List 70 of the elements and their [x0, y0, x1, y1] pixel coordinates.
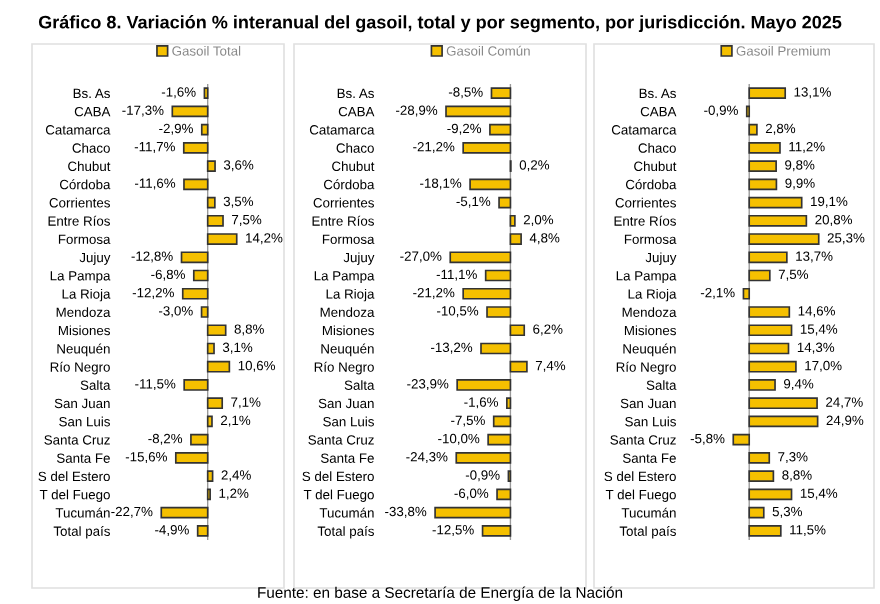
bar — [206, 160, 216, 172]
bar — [509, 360, 528, 373]
bar — [486, 306, 512, 318]
bar — [748, 506, 765, 519]
bar — [206, 397, 224, 410]
bar — [748, 178, 778, 191]
bar — [192, 269, 209, 282]
bar — [190, 433, 209, 446]
bar — [748, 360, 797, 373]
bar — [462, 141, 512, 154]
bar — [434, 506, 512, 519]
bar — [206, 360, 231, 373]
bar — [748, 251, 788, 264]
bar — [509, 324, 526, 337]
bar — [496, 488, 512, 501]
bar — [200, 123, 209, 136]
bar — [748, 324, 793, 337]
bar — [748, 233, 820, 245]
bar — [469, 178, 512, 191]
bar — [489, 123, 512, 136]
bar — [480, 342, 512, 355]
bar — [445, 105, 512, 118]
bar — [509, 233, 522, 245]
bar — [206, 233, 238, 245]
bar — [196, 525, 209, 537]
bar — [748, 196, 803, 209]
bar — [748, 452, 771, 464]
bar — [171, 105, 209, 118]
bar — [748, 397, 818, 410]
bar — [160, 506, 209, 519]
bar — [183, 178, 209, 191]
bar — [748, 160, 777, 172]
bar — [498, 196, 512, 209]
bar — [748, 415, 819, 428]
bar — [748, 525, 782, 537]
bar — [748, 342, 790, 355]
bar — [455, 452, 512, 464]
bar — [206, 415, 213, 428]
bar — [748, 379, 776, 391]
bar — [181, 287, 209, 300]
bar — [183, 379, 209, 391]
bar — [748, 123, 758, 136]
bar — [748, 306, 791, 318]
bar — [742, 287, 751, 300]
bar — [200, 306, 209, 318]
bar — [484, 269, 512, 282]
bar — [748, 269, 771, 282]
bar — [174, 452, 209, 464]
bar — [748, 141, 781, 154]
bar — [748, 87, 787, 99]
bar — [732, 433, 751, 446]
bar — [180, 251, 209, 264]
bar — [462, 287, 512, 300]
bar — [456, 379, 512, 391]
bar — [748, 470, 775, 483]
bar — [206, 196, 216, 209]
bar — [748, 488, 793, 501]
bar — [206, 324, 227, 337]
bar — [492, 415, 512, 428]
bar — [481, 525, 512, 537]
bar — [449, 251, 512, 264]
bar — [748, 214, 808, 227]
text: Gráfico 8. Variación % interanual del gasoil, total y por segmento, por jurisdicción. Mayo 2025 — [38, 15, 842, 33]
bar — [490, 87, 512, 99]
bar — [206, 470, 214, 483]
bar — [206, 214, 224, 227]
bar — [206, 342, 215, 355]
bar — [182, 141, 209, 154]
bar — [509, 214, 516, 227]
bar — [487, 433, 512, 446]
